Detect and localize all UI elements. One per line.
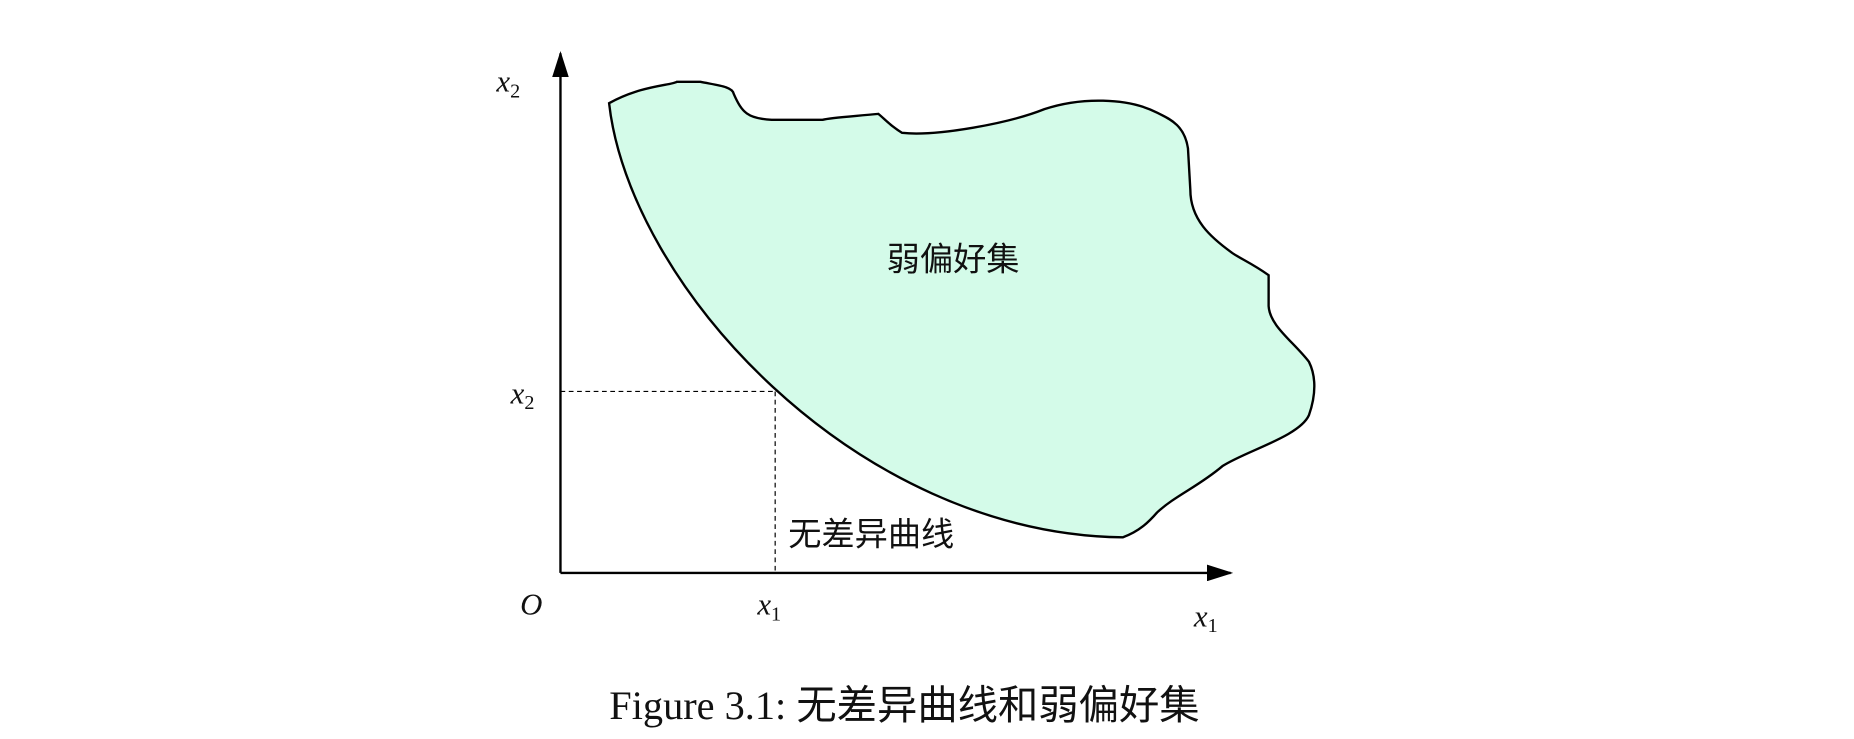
weak-preference-set	[607, 80, 1316, 539]
caption: Figure 3.1: 无差异曲线和弱偏好集	[609, 683, 1199, 728]
y-tick-label: x2	[510, 376, 535, 414]
origin-label: O	[520, 587, 542, 621]
y-axis-label: x2	[495, 64, 520, 102]
region-label: 弱偏好集	[887, 241, 1020, 278]
curve-label: 无差异曲线	[788, 517, 954, 554]
x-tick-label: x1	[756, 587, 781, 625]
x-axis-label: x1	[1193, 599, 1218, 637]
